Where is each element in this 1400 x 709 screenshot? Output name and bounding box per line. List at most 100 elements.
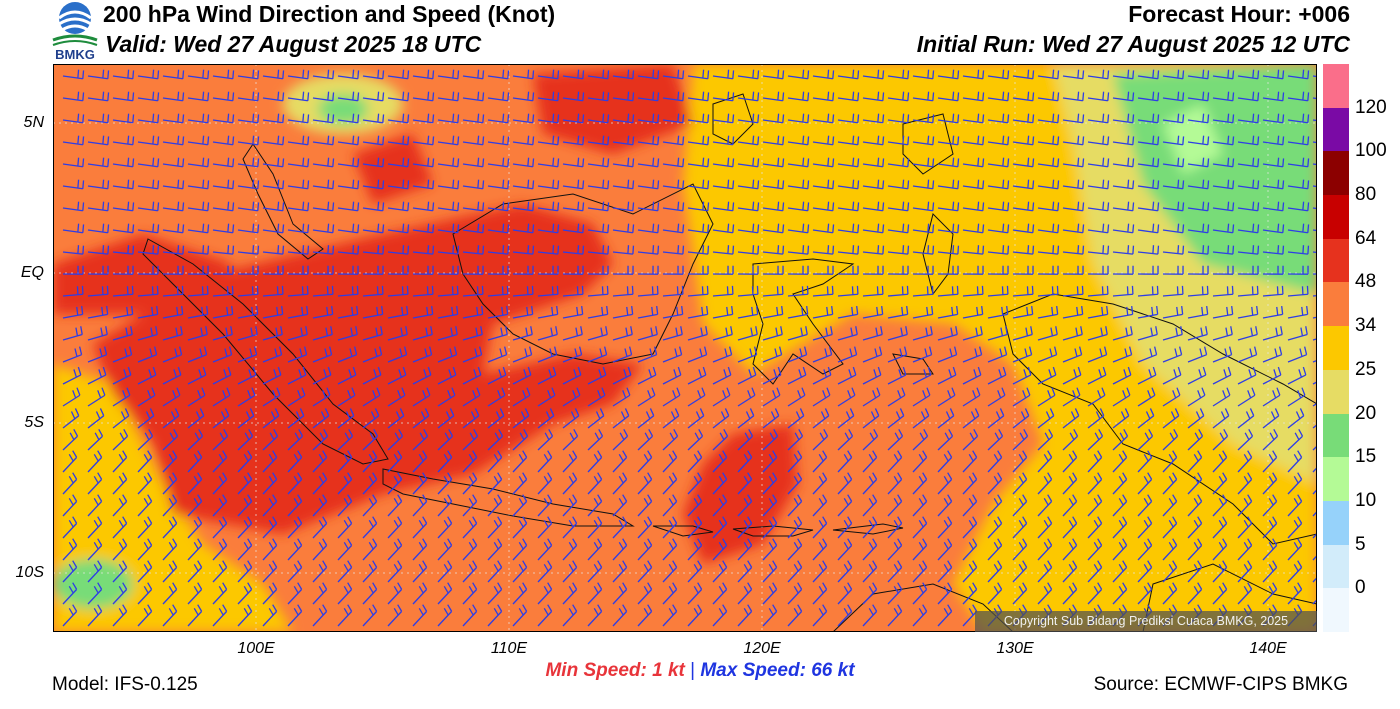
wind-barb — [662, 135, 685, 146]
wind-barb — [887, 223, 910, 234]
wind-barb — [537, 387, 556, 407]
wind-barb — [787, 408, 805, 429]
wind-barb — [337, 91, 360, 102]
wind-barb — [187, 245, 210, 255]
wind-barb — [687, 91, 710, 102]
wind-barb — [537, 516, 553, 539]
wind-barb — [62, 245, 85, 255]
wind-barb — [712, 494, 728, 517]
wind-barb — [412, 516, 428, 539]
wind-barb — [662, 450, 678, 473]
wind-barb — [1162, 538, 1178, 561]
wind-barb — [237, 604, 253, 627]
wind-barb — [1137, 157, 1160, 168]
wind-barb — [637, 366, 657, 385]
wind-barb — [62, 69, 85, 80]
wind-barb — [1087, 582, 1103, 605]
wind-barb — [512, 201, 535, 212]
wind-barb — [637, 582, 653, 605]
wind-barb — [237, 346, 258, 363]
wind-barb — [212, 305, 234, 319]
wind-barb — [687, 265, 709, 275]
wind-barb — [312, 223, 335, 234]
wind-barb — [1312, 598, 1317, 605]
wind-barb — [1112, 179, 1135, 190]
wind-barb — [837, 429, 854, 451]
wind-barb — [337, 429, 354, 451]
wind-barb — [1037, 494, 1053, 517]
wind-barb — [1137, 582, 1153, 605]
wind-barb — [1287, 472, 1303, 495]
wind-barb — [362, 326, 383, 341]
wind-barb — [162, 604, 178, 627]
wind-barb — [662, 560, 678, 583]
wind-barb — [1287, 516, 1303, 539]
wind-barb — [1287, 450, 1303, 473]
wind-barb — [837, 157, 860, 168]
wind-barb — [1112, 305, 1134, 319]
wind-barb — [1012, 538, 1028, 561]
wind-barb — [837, 201, 860, 212]
wind-barb — [1012, 560, 1028, 583]
wind-barb — [812, 223, 835, 234]
wind-barb — [337, 472, 353, 495]
wind-barb — [512, 245, 535, 255]
wind-barb — [1262, 135, 1285, 146]
wind-barb — [1187, 387, 1206, 407]
wind-barb — [1237, 179, 1260, 190]
wind-barb — [237, 305, 259, 319]
wind-barb — [637, 494, 653, 517]
wind-barb — [462, 113, 485, 124]
wind-barb — [1012, 285, 1034, 297]
wind-barb — [912, 387, 931, 407]
wind-barb — [412, 408, 430, 429]
wind-barb — [812, 326, 833, 341]
wind-barb — [187, 387, 206, 407]
wind-barb — [887, 560, 903, 583]
wind-barb — [437, 245, 460, 255]
wind-barb — [212, 450, 228, 473]
wind-barb — [762, 265, 784, 275]
wind-barb — [987, 285, 1009, 297]
wind-barb — [912, 516, 928, 539]
wind-barb — [812, 285, 834, 297]
wind-barb — [112, 179, 135, 190]
wind-barb — [1112, 408, 1130, 429]
wind-barb — [362, 91, 385, 102]
wind-barb — [587, 516, 603, 539]
wind-barb — [487, 450, 503, 473]
wind-barb — [1162, 157, 1185, 168]
wind-barb — [1112, 346, 1133, 363]
wind-barb — [1262, 157, 1285, 168]
wind-barb — [487, 223, 510, 234]
wind-barb — [787, 201, 810, 212]
min-speed: Min Speed: 1 kt — [545, 660, 685, 681]
wind-barb — [162, 582, 178, 605]
wind-barb — [87, 472, 103, 495]
wind-barb — [862, 285, 884, 297]
wind-barb — [937, 223, 960, 234]
wind-barb — [937, 69, 960, 80]
wind-barb — [1262, 326, 1283, 341]
wind-barb — [212, 326, 233, 341]
colorbar-cell — [1323, 238, 1349, 283]
wind-barb — [1062, 223, 1085, 234]
wind-barb — [187, 265, 209, 275]
wind-barb — [1187, 346, 1208, 363]
wind-barb — [387, 494, 403, 517]
wind-barb — [962, 408, 980, 429]
wind-barb — [362, 285, 384, 297]
wind-barb — [562, 516, 578, 539]
source-label: Source: ECMWF-CIPS BMKG — [1093, 674, 1348, 695]
wind-barb — [737, 305, 759, 319]
wind-barb — [1237, 91, 1260, 102]
wind-barb — [787, 245, 810, 255]
wind-barb — [837, 265, 859, 275]
wind-barb — [437, 346, 458, 363]
wind-barb — [212, 408, 230, 429]
wind-barb — [1062, 408, 1080, 429]
wind-barb — [937, 285, 959, 297]
wind-barb — [312, 265, 334, 275]
wind-barb — [87, 346, 108, 363]
wind-barb — [1237, 387, 1256, 407]
